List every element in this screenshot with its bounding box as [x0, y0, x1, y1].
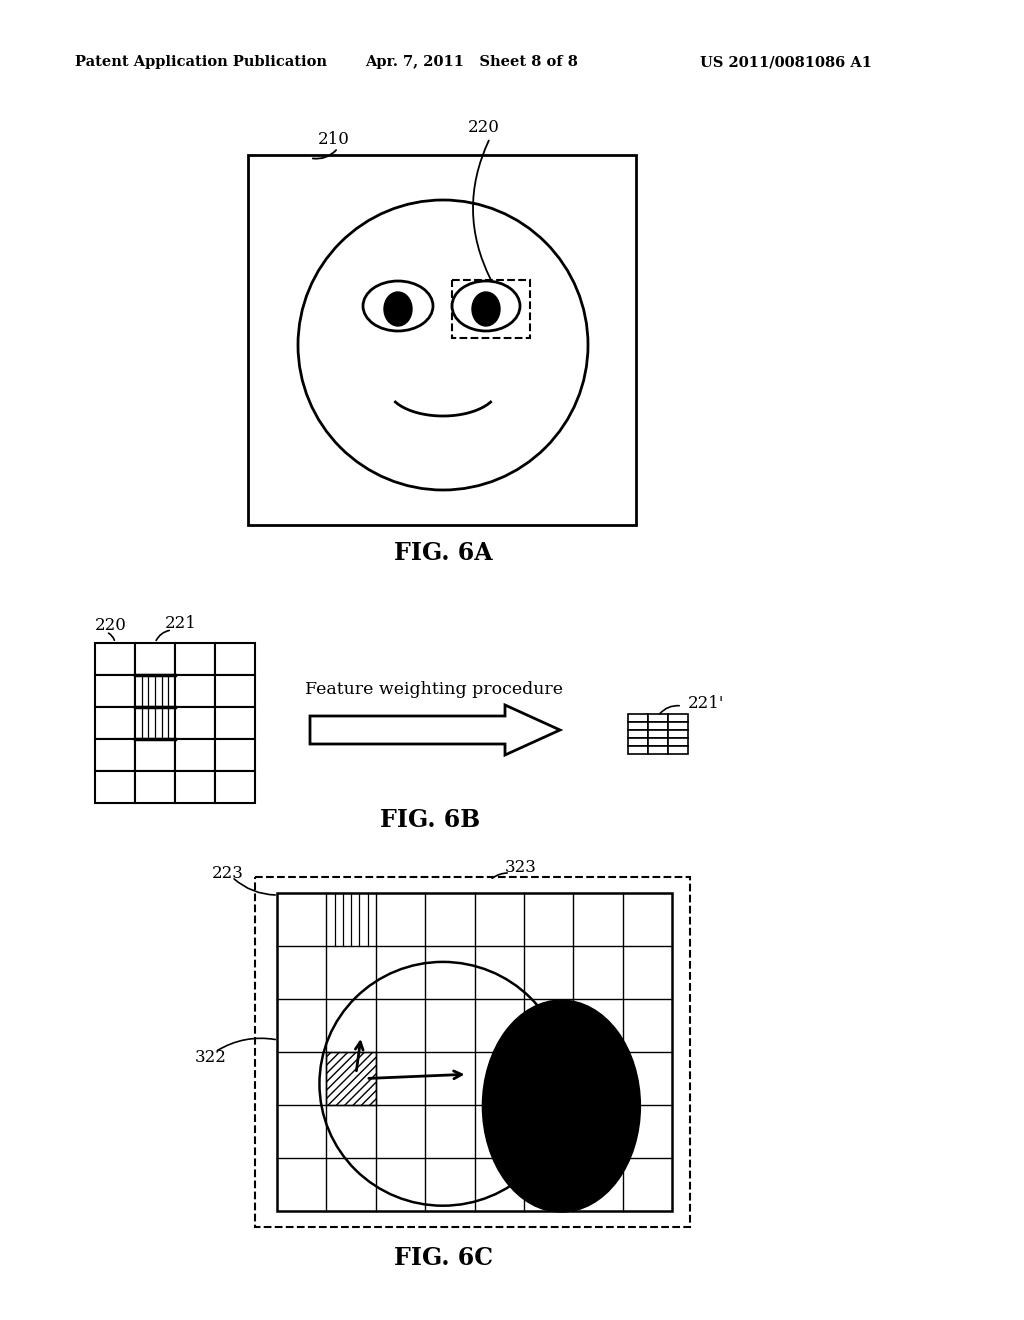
Bar — [215, 771, 255, 803]
Bar — [628, 730, 648, 738]
Ellipse shape — [452, 281, 520, 331]
Bar — [95, 643, 135, 675]
Bar — [135, 675, 175, 708]
Bar — [668, 746, 688, 754]
Text: 220: 220 — [468, 120, 500, 136]
Bar — [175, 675, 215, 708]
Bar — [215, 643, 255, 675]
Bar — [95, 739, 135, 771]
Bar — [175, 708, 215, 739]
Ellipse shape — [298, 201, 588, 490]
Text: Feature weighting procedure: Feature weighting procedure — [305, 681, 563, 698]
Text: 221': 221' — [688, 696, 724, 713]
Bar — [135, 643, 175, 675]
Bar — [452, 280, 530, 338]
Bar — [648, 714, 668, 722]
Bar — [175, 771, 215, 803]
Bar — [215, 739, 255, 771]
Bar — [135, 708, 175, 739]
Bar — [175, 643, 215, 675]
Text: FIG. 6A: FIG. 6A — [393, 541, 493, 565]
Ellipse shape — [472, 292, 500, 326]
Text: 220: 220 — [95, 618, 127, 635]
Bar — [648, 738, 668, 746]
Bar — [327, 1052, 376, 1105]
Bar — [255, 876, 690, 1228]
Bar — [175, 739, 215, 771]
Ellipse shape — [362, 281, 433, 331]
Bar — [278, 894, 672, 1210]
Text: 322: 322 — [195, 1049, 227, 1067]
Polygon shape — [310, 705, 560, 755]
Text: 210: 210 — [318, 132, 350, 149]
Text: 223: 223 — [212, 865, 244, 882]
Bar — [668, 738, 688, 746]
Bar — [648, 746, 668, 754]
Text: Patent Application Publication: Patent Application Publication — [75, 55, 327, 69]
Bar — [215, 675, 255, 708]
Bar — [668, 714, 688, 722]
Text: US 2011/0081086 A1: US 2011/0081086 A1 — [700, 55, 872, 69]
Bar — [668, 730, 688, 738]
Bar — [628, 746, 648, 754]
Text: Apr. 7, 2011   Sheet 8 of 8: Apr. 7, 2011 Sheet 8 of 8 — [365, 55, 578, 69]
Bar — [648, 722, 668, 730]
Bar — [248, 154, 636, 525]
Ellipse shape — [384, 292, 412, 326]
Text: 221: 221 — [165, 615, 197, 631]
Bar — [95, 771, 135, 803]
Bar — [628, 738, 648, 746]
Bar — [95, 708, 135, 739]
Text: FIG. 6B: FIG. 6B — [380, 808, 480, 832]
Bar — [668, 722, 688, 730]
Bar — [135, 771, 175, 803]
Text: FIG. 6C: FIG. 6C — [393, 1246, 493, 1270]
Text: 323: 323 — [505, 859, 537, 876]
Bar — [135, 739, 175, 771]
Bar — [95, 675, 135, 708]
Bar — [628, 722, 648, 730]
Bar — [215, 708, 255, 739]
Ellipse shape — [482, 1001, 640, 1212]
Bar — [628, 714, 648, 722]
Bar — [648, 730, 668, 738]
